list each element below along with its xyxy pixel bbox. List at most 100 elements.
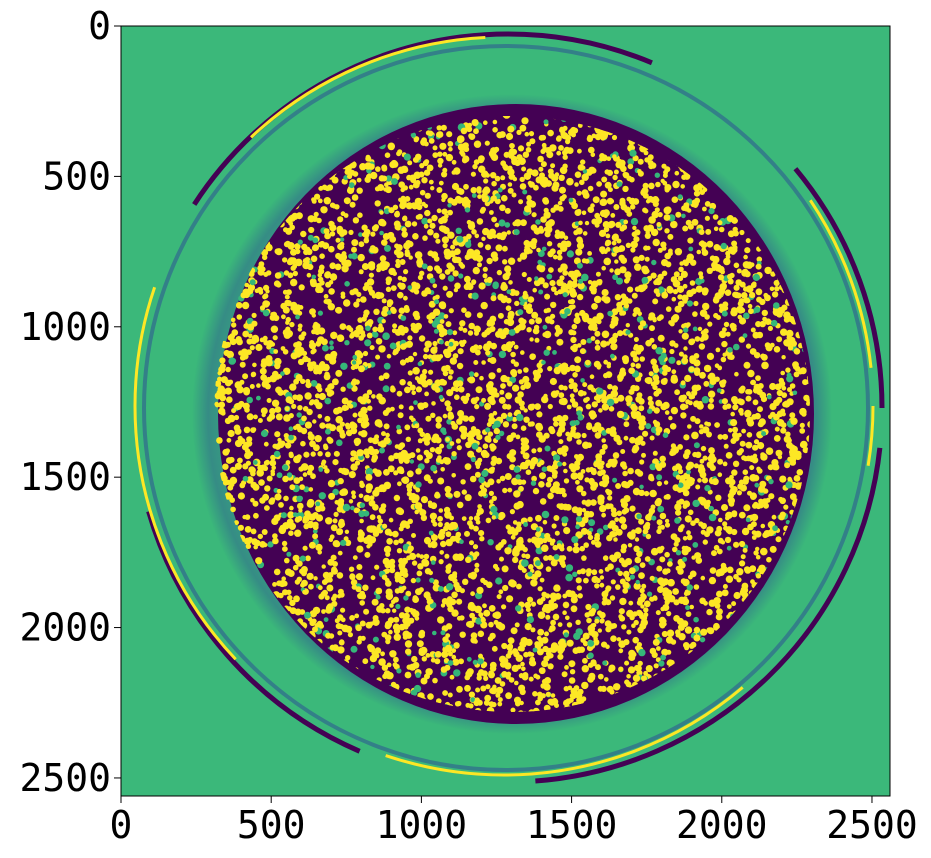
- particle: [416, 454, 423, 461]
- particle: [351, 385, 358, 392]
- particle: [601, 641, 608, 648]
- particle: [601, 403, 610, 411]
- particle: [579, 309, 586, 317]
- particle: [507, 125, 515, 133]
- particle: [474, 404, 480, 410]
- particle: [608, 664, 616, 672]
- particle: [605, 371, 613, 378]
- particle: [708, 576, 717, 585]
- particle: [708, 208, 715, 215]
- particle: [637, 170, 644, 177]
- particle: [628, 197, 637, 205]
- particle: [731, 510, 738, 517]
- particle: [360, 332, 366, 338]
- particle: [407, 285, 413, 290]
- particle: [780, 328, 788, 336]
- particle: [580, 469, 586, 474]
- particle: [495, 457, 503, 465]
- particle: [332, 488, 339, 496]
- particle: [451, 199, 458, 206]
- particle: [700, 575, 706, 581]
- particle: [459, 539, 464, 544]
- particle: [423, 553, 430, 560]
- particle: [292, 263, 298, 269]
- particle: [496, 479, 501, 484]
- particle: [485, 684, 491, 690]
- particle: [250, 528, 257, 535]
- particle: [768, 493, 775, 500]
- particle: [717, 434, 724, 440]
- particle: [488, 389, 495, 395]
- particle: [488, 372, 496, 380]
- particle: [476, 218, 484, 225]
- particle: [482, 273, 488, 279]
- particle: [272, 537, 279, 545]
- particle: [451, 170, 457, 175]
- particle: [727, 497, 735, 505]
- particle: [569, 287, 576, 295]
- particle: [572, 571, 578, 577]
- particle: [350, 645, 358, 653]
- particle: [295, 248, 301, 255]
- particle: [384, 182, 389, 187]
- particle: [499, 204, 506, 212]
- particle: [712, 255, 720, 264]
- particle: [520, 661, 525, 667]
- particle: [545, 566, 552, 572]
- particle: [745, 285, 754, 293]
- particle: [601, 295, 608, 302]
- particle: [498, 350, 507, 359]
- particle: [654, 197, 660, 203]
- particle: [618, 648, 624, 654]
- particle: [590, 336, 596, 341]
- particle: [335, 237, 341, 243]
- particle: [531, 238, 538, 245]
- particle: [462, 155, 470, 163]
- particle: [337, 242, 345, 251]
- particle: [356, 187, 363, 194]
- particle: [423, 536, 432, 545]
- particle: [398, 404, 404, 410]
- particle: [554, 530, 560, 536]
- particle: [283, 367, 291, 375]
- particle: [317, 451, 323, 457]
- particle: [538, 667, 546, 675]
- particle: [535, 424, 544, 432]
- particle: [488, 621, 494, 628]
- outer-ring-dark: [131, 31, 885, 785]
- particle: [579, 545, 585, 552]
- particle: [590, 288, 597, 295]
- particle: [558, 392, 565, 399]
- particle: [365, 453, 370, 459]
- particle: [707, 403, 715, 410]
- particle: [547, 663, 554, 670]
- particle: [595, 664, 601, 671]
- particle: [390, 406, 395, 412]
- particle: [331, 331, 337, 337]
- particle: [411, 533, 416, 538]
- particle: [473, 639, 478, 644]
- particle: [513, 411, 518, 416]
- particle: [518, 485, 524, 492]
- particle: [477, 242, 484, 248]
- particle: [375, 166, 381, 172]
- particle: [626, 629, 632, 635]
- particle: [787, 456, 793, 462]
- particle: [352, 171, 359, 177]
- particle: [510, 707, 516, 712]
- particle: [564, 240, 572, 248]
- particle: [526, 141, 532, 147]
- particle: [490, 195, 497, 202]
- particle: [430, 518, 436, 524]
- particle: [364, 551, 371, 558]
- particle: [574, 171, 582, 178]
- particle: [768, 414, 773, 420]
- particle: [527, 538, 532, 543]
- particle: [434, 354, 442, 362]
- particle: [732, 434, 740, 442]
- particle: [762, 316, 767, 322]
- particle: [501, 281, 507, 288]
- particle: [474, 605, 483, 614]
- particle: [523, 367, 529, 373]
- particle: [334, 618, 340, 624]
